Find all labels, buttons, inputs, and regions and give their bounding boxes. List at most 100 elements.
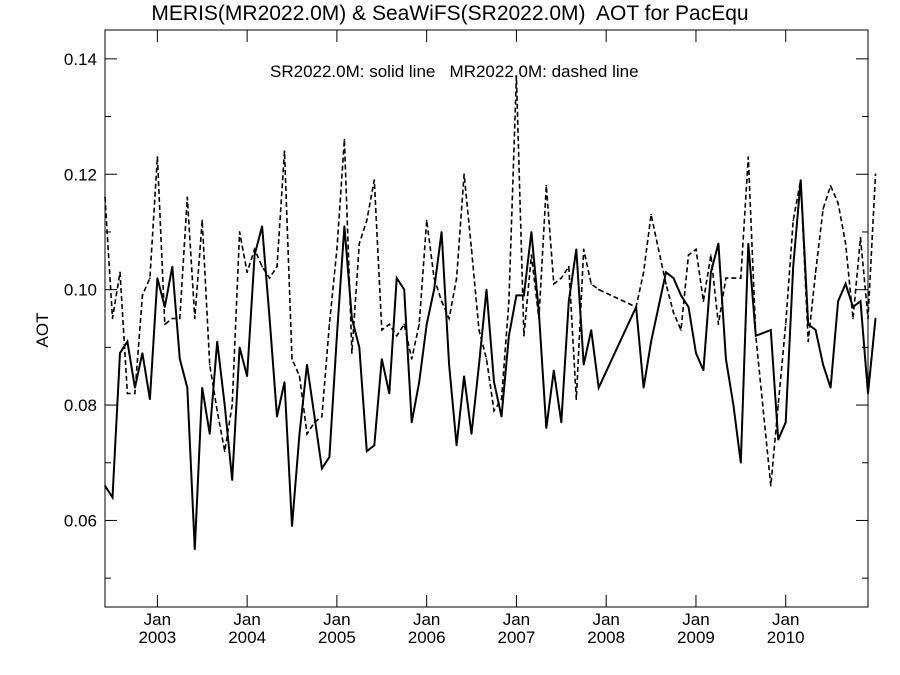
data-point-solid	[710, 271, 712, 274]
data-point-dashed	[366, 219, 368, 222]
data-point-dashed	[261, 265, 263, 268]
data-point-dashed	[530, 254, 533, 256]
x-tick-month-label: Jan	[413, 610, 440, 629]
data-point-dashed	[194, 317, 196, 320]
data-point-solid	[672, 277, 675, 279]
data-point-solid	[358, 346, 361, 349]
data-point-dashed	[149, 277, 151, 279]
data-point-solid	[568, 300, 570, 303]
data-point-solid	[515, 294, 518, 297]
data-point-solid	[725, 358, 727, 360]
data-point-solid	[149, 398, 151, 401]
data-point-solid	[246, 375, 248, 378]
x-tick-month-label: Jan	[144, 610, 171, 629]
data-point-dashed	[844, 242, 847, 245]
data-point-dashed	[755, 335, 757, 337]
data-point-dashed	[732, 277, 735, 279]
data-point-solid	[590, 329, 592, 331]
data-point-solid	[253, 254, 256, 256]
data-point-solid	[485, 288, 488, 291]
chart-annotation: SR2022.0M: solid line MR2022.0M: dashed …	[270, 62, 639, 81]
data-point-solid	[283, 381, 286, 383]
x-tick-year-label: 2005	[318, 628, 356, 647]
data-point-solid	[418, 381, 421, 383]
data-point-solid	[343, 225, 346, 227]
data-point-solid	[223, 404, 226, 406]
x-tick-year-label: 2010	[767, 628, 805, 647]
data-point-solid	[784, 421, 787, 424]
y-tick-label: 0.12	[64, 165, 97, 184]
data-point-dashed	[291, 358, 293, 360]
data-point-dashed	[268, 277, 271, 279]
data-point-dashed	[186, 196, 189, 199]
x-tick-year-label: 2008	[587, 628, 625, 647]
data-point-dashed	[111, 317, 114, 320]
data-point-dashed	[216, 410, 218, 412]
plot-frame	[104, 29, 869, 608]
x-tick-month-label: Jan	[233, 610, 260, 629]
data-point-solid	[874, 317, 877, 320]
data-point-solid	[321, 467, 323, 470]
data-point-solid	[470, 433, 473, 435]
data-point-dashed	[119, 271, 121, 274]
data-point-dashed	[560, 277, 563, 279]
data-point-dashed	[179, 317, 181, 320]
data-point-dashed	[575, 398, 578, 401]
data-point-solid	[381, 358, 383, 360]
data-point-dashed	[381, 329, 383, 331]
data-point-dashed	[478, 329, 480, 331]
chart-title: MERIS(MR2022.0M) & SeaWiFS(SR2022.0M) AO…	[151, 2, 749, 25]
data-point-solid	[829, 386, 832, 389]
y-tick-label: 0.14	[64, 50, 97, 69]
data-point-dashed	[500, 398, 503, 401]
data-point-dashed	[358, 242, 361, 245]
data-point-dashed	[336, 248, 338, 251]
data-point-dashed	[343, 138, 346, 141]
data-point-dashed	[792, 219, 794, 222]
data-point-dashed	[770, 485, 772, 487]
series-line-solid	[104, 179, 877, 550]
data-point-dashed	[171, 317, 174, 320]
data-point-solid	[837, 300, 839, 303]
data-point-dashed	[874, 173, 877, 176]
x-tick-year-label: 2007	[498, 628, 536, 647]
data-point-dashed	[238, 231, 241, 233]
series-layer	[104, 75, 877, 551]
data-point-solid	[126, 340, 129, 343]
data-point-dashed	[799, 179, 802, 181]
data-point-solid	[770, 329, 772, 331]
data-point-dashed	[590, 283, 592, 285]
data-point-dashed	[837, 202, 839, 204]
data-point-solid	[298, 433, 301, 435]
data-point-dashed	[470, 248, 473, 251]
data-point-dashed	[246, 271, 248, 274]
data-point-solid	[702, 369, 705, 372]
data-point-dashed	[463, 173, 465, 176]
data-point-dashed	[508, 300, 510, 303]
data-point-solid	[328, 456, 331, 458]
data-point-solid	[336, 335, 338, 337]
data-point-dashed	[657, 248, 660, 251]
data-point-dashed	[650, 213, 652, 216]
data-point-solid	[164, 306, 166, 308]
data-point-solid	[119, 352, 121, 354]
data-point-dashed	[553, 283, 555, 285]
data-point-solid	[268, 317, 271, 320]
data-point-solid	[141, 352, 144, 354]
x-tick-month-label: Jan	[323, 610, 350, 629]
data-point-solid	[680, 294, 682, 297]
data-point-dashed	[395, 335, 398, 337]
data-point-dashed	[493, 410, 495, 412]
y-tick-label: 0.06	[64, 511, 97, 530]
data-point-solid	[433, 288, 435, 291]
data-point-dashed	[455, 277, 458, 279]
data-point-dashed	[702, 300, 705, 303]
data-point-dashed	[276, 265, 278, 268]
data-point-dashed	[141, 294, 144, 297]
data-point-solid	[657, 306, 660, 308]
data-point-dashed	[321, 415, 323, 418]
data-point-dashed	[351, 352, 353, 354]
data-point-dashed	[418, 323, 421, 326]
data-point-solid	[395, 277, 398, 279]
data-point-solid	[216, 340, 218, 343]
